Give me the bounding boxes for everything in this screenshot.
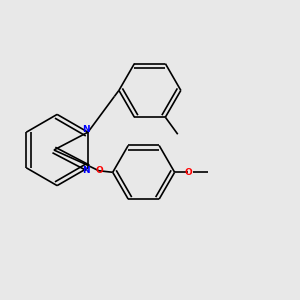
Text: O: O bbox=[95, 166, 103, 175]
Text: N: N bbox=[82, 167, 90, 176]
Text: N: N bbox=[82, 124, 90, 134]
Text: O: O bbox=[185, 168, 192, 177]
